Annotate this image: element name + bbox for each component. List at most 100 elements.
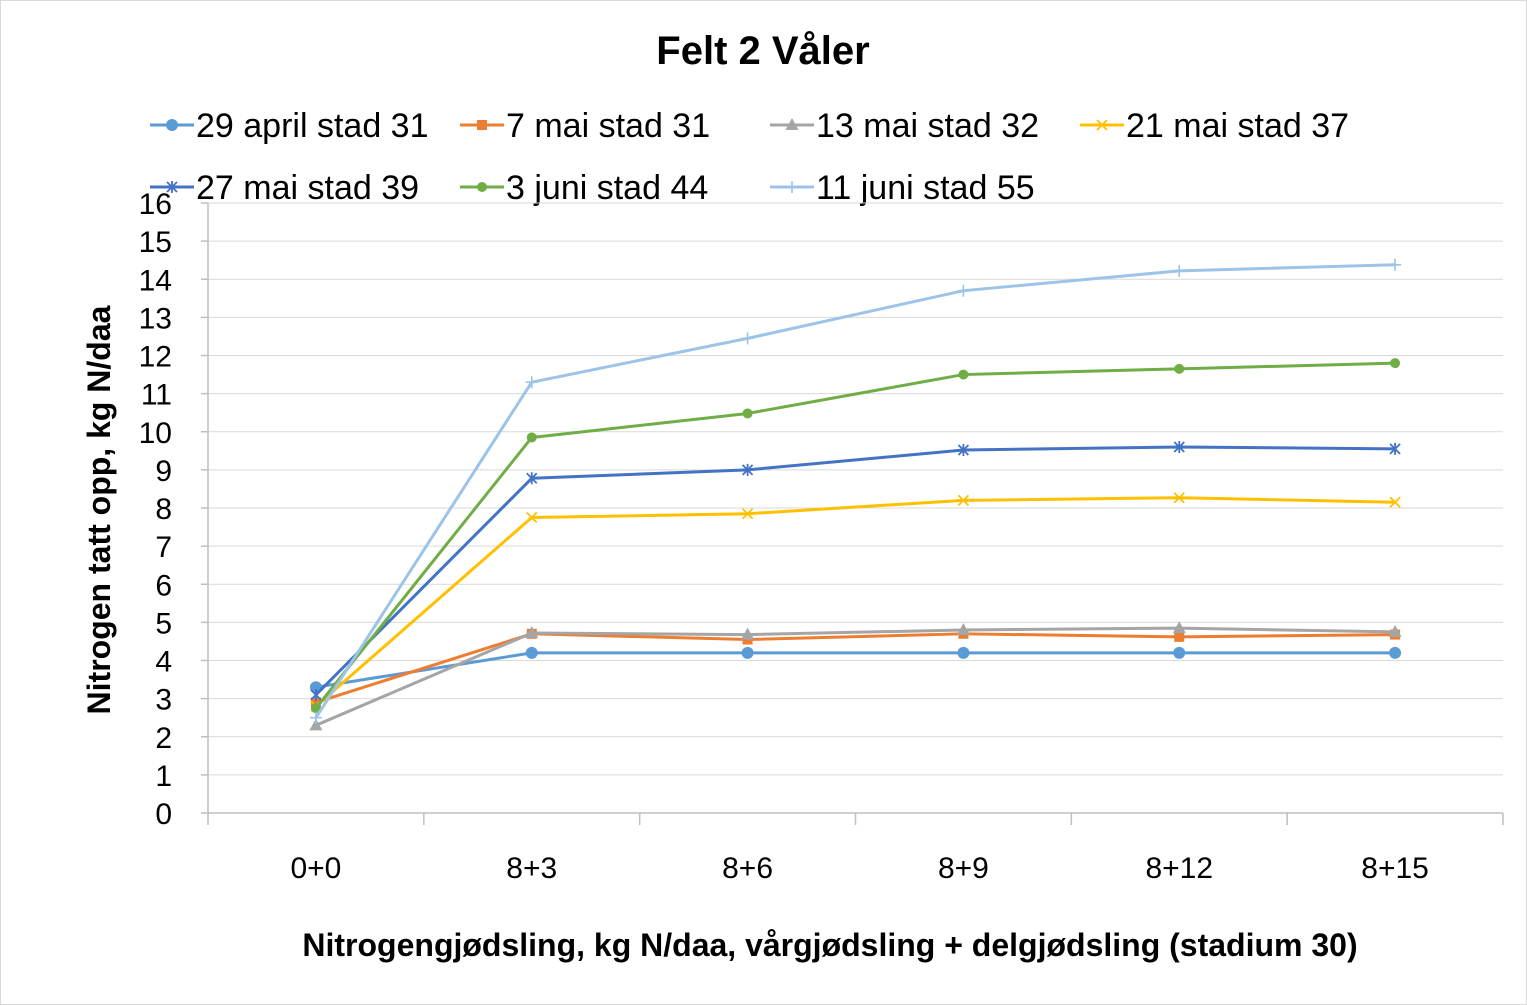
data-point bbox=[1388, 624, 1402, 637]
data-point bbox=[526, 472, 538, 485]
y-tick-label: 9 bbox=[155, 455, 172, 488]
data-point bbox=[1390, 358, 1401, 369]
data-point bbox=[310, 697, 321, 708]
chart-legend: 29 april stad 31 7 mai stad 31 13 mai stad… bbox=[150, 107, 1349, 207]
data-point bbox=[1389, 496, 1401, 508]
data-point bbox=[1173, 264, 1186, 277]
y-tick-label: 11 bbox=[141, 379, 172, 412]
data-point bbox=[741, 646, 754, 659]
x-tick-label: 8+6 bbox=[722, 852, 773, 885]
data-point bbox=[166, 119, 178, 131]
legend-entry: 29 april stad 31 bbox=[150, 107, 429, 145]
y-tick-label: 0 bbox=[155, 798, 172, 831]
legend-entry: 21 mai stad 37 bbox=[1080, 107, 1349, 145]
y-tick-label: 1 bbox=[155, 760, 172, 793]
y-tick-label: 14 bbox=[139, 264, 172, 297]
y-tick-label: 13 bbox=[139, 302, 172, 335]
legend-entry: 27 mai stad 39 bbox=[150, 169, 419, 207]
y-tick-label: 6 bbox=[155, 569, 172, 602]
legend-entry: 11 juni stad 55 bbox=[770, 169, 1035, 207]
data-point bbox=[1389, 646, 1402, 659]
data-point bbox=[310, 688, 322, 701]
data-point bbox=[526, 511, 538, 524]
data-point bbox=[310, 703, 321, 714]
chart-title: Felt 2 Våler bbox=[656, 29, 869, 73]
data-point bbox=[1096, 119, 1108, 131]
data-point bbox=[786, 181, 798, 193]
data-series bbox=[309, 258, 1402, 731]
x-tick-label: 8+9 bbox=[938, 852, 989, 885]
y-axis-title: Nitrogen tatt opp, kg N/daa bbox=[81, 305, 117, 714]
data-point bbox=[1174, 363, 1185, 374]
y-tick-label: 12 bbox=[139, 341, 172, 374]
y-tick-label: 4 bbox=[155, 646, 172, 679]
series-line bbox=[314, 445, 1396, 696]
data-point bbox=[1389, 442, 1401, 455]
data-point bbox=[957, 646, 970, 659]
data-point bbox=[1389, 258, 1402, 271]
y-tick-label: 3 bbox=[155, 684, 172, 717]
data-point bbox=[309, 718, 323, 731]
data-point bbox=[1174, 631, 1185, 642]
data-point bbox=[741, 627, 755, 640]
y-tick-label: 7 bbox=[155, 531, 172, 564]
x-tick-label: 8+15 bbox=[1361, 852, 1429, 885]
y-tick-label: 10 bbox=[139, 417, 172, 450]
legend-label: 13 mai stad 32 bbox=[816, 107, 1039, 145]
data-point bbox=[957, 284, 970, 297]
x-axis-title: Nitrogengjødsling, kg N/daa, vårgjødslin… bbox=[302, 927, 1357, 963]
x-tick-label: 8+12 bbox=[1145, 852, 1213, 885]
legend-label: 27 mai stad 39 bbox=[196, 169, 419, 207]
legend-label: 11 juni stad 55 bbox=[816, 169, 1035, 207]
data-point bbox=[477, 120, 487, 130]
series-group bbox=[310, 441, 1401, 701]
series-group bbox=[309, 258, 1402, 724]
legend-label: 29 april stad 31 bbox=[196, 107, 429, 145]
data-point bbox=[741, 332, 754, 345]
data-point bbox=[1172, 621, 1186, 634]
data-point bbox=[525, 376, 538, 389]
data-point bbox=[477, 182, 487, 192]
x-tick-label: 8+3 bbox=[506, 852, 557, 885]
series-line bbox=[314, 263, 1396, 719]
data-point bbox=[1173, 441, 1185, 453]
legend-entry: 3 juni stad 44 bbox=[460, 169, 708, 207]
data-point bbox=[309, 711, 322, 724]
data-point bbox=[1173, 492, 1185, 504]
data-point bbox=[957, 444, 970, 457]
series-line bbox=[315, 626, 1396, 727]
series-group bbox=[309, 646, 1402, 694]
data-point bbox=[1173, 646, 1186, 659]
data-point bbox=[785, 118, 799, 130]
data-point bbox=[956, 623, 970, 635]
series-group bbox=[309, 621, 1402, 731]
legend-entry: 13 mai stad 32 bbox=[770, 107, 1039, 145]
data-point bbox=[742, 408, 753, 419]
y-tick-label: 15 bbox=[139, 226, 172, 259]
legend-label: 3 juni stad 44 bbox=[506, 169, 708, 207]
y-tick-label: 16 bbox=[139, 188, 172, 221]
data-point bbox=[741, 508, 754, 520]
series-line bbox=[314, 496, 1396, 708]
data-point bbox=[525, 626, 539, 639]
series-line bbox=[315, 651, 1396, 689]
series-line bbox=[315, 632, 1396, 704]
x-tick-labels: 0+0 8+3 8+6 8+9 8+12 8+15 bbox=[290, 852, 1428, 885]
series-group bbox=[310, 358, 1401, 714]
axes bbox=[201, 202, 1504, 825]
legend-label: 21 mai stad 37 bbox=[1126, 107, 1349, 145]
data-point bbox=[958, 369, 969, 380]
y-tick-label: 2 bbox=[155, 722, 172, 755]
y-tick-label: 5 bbox=[155, 607, 172, 640]
series-group bbox=[310, 628, 1401, 708]
series-group bbox=[310, 492, 1401, 712]
x-tick-label: 0+0 bbox=[290, 852, 341, 885]
legend-entry: 7 mai stad 31 bbox=[460, 107, 710, 145]
legend-label: 7 mai stad 31 bbox=[506, 107, 710, 145]
data-point bbox=[741, 463, 754, 476]
gridlines bbox=[208, 202, 1503, 776]
data-point bbox=[166, 181, 178, 193]
series-line bbox=[314, 361, 1396, 710]
